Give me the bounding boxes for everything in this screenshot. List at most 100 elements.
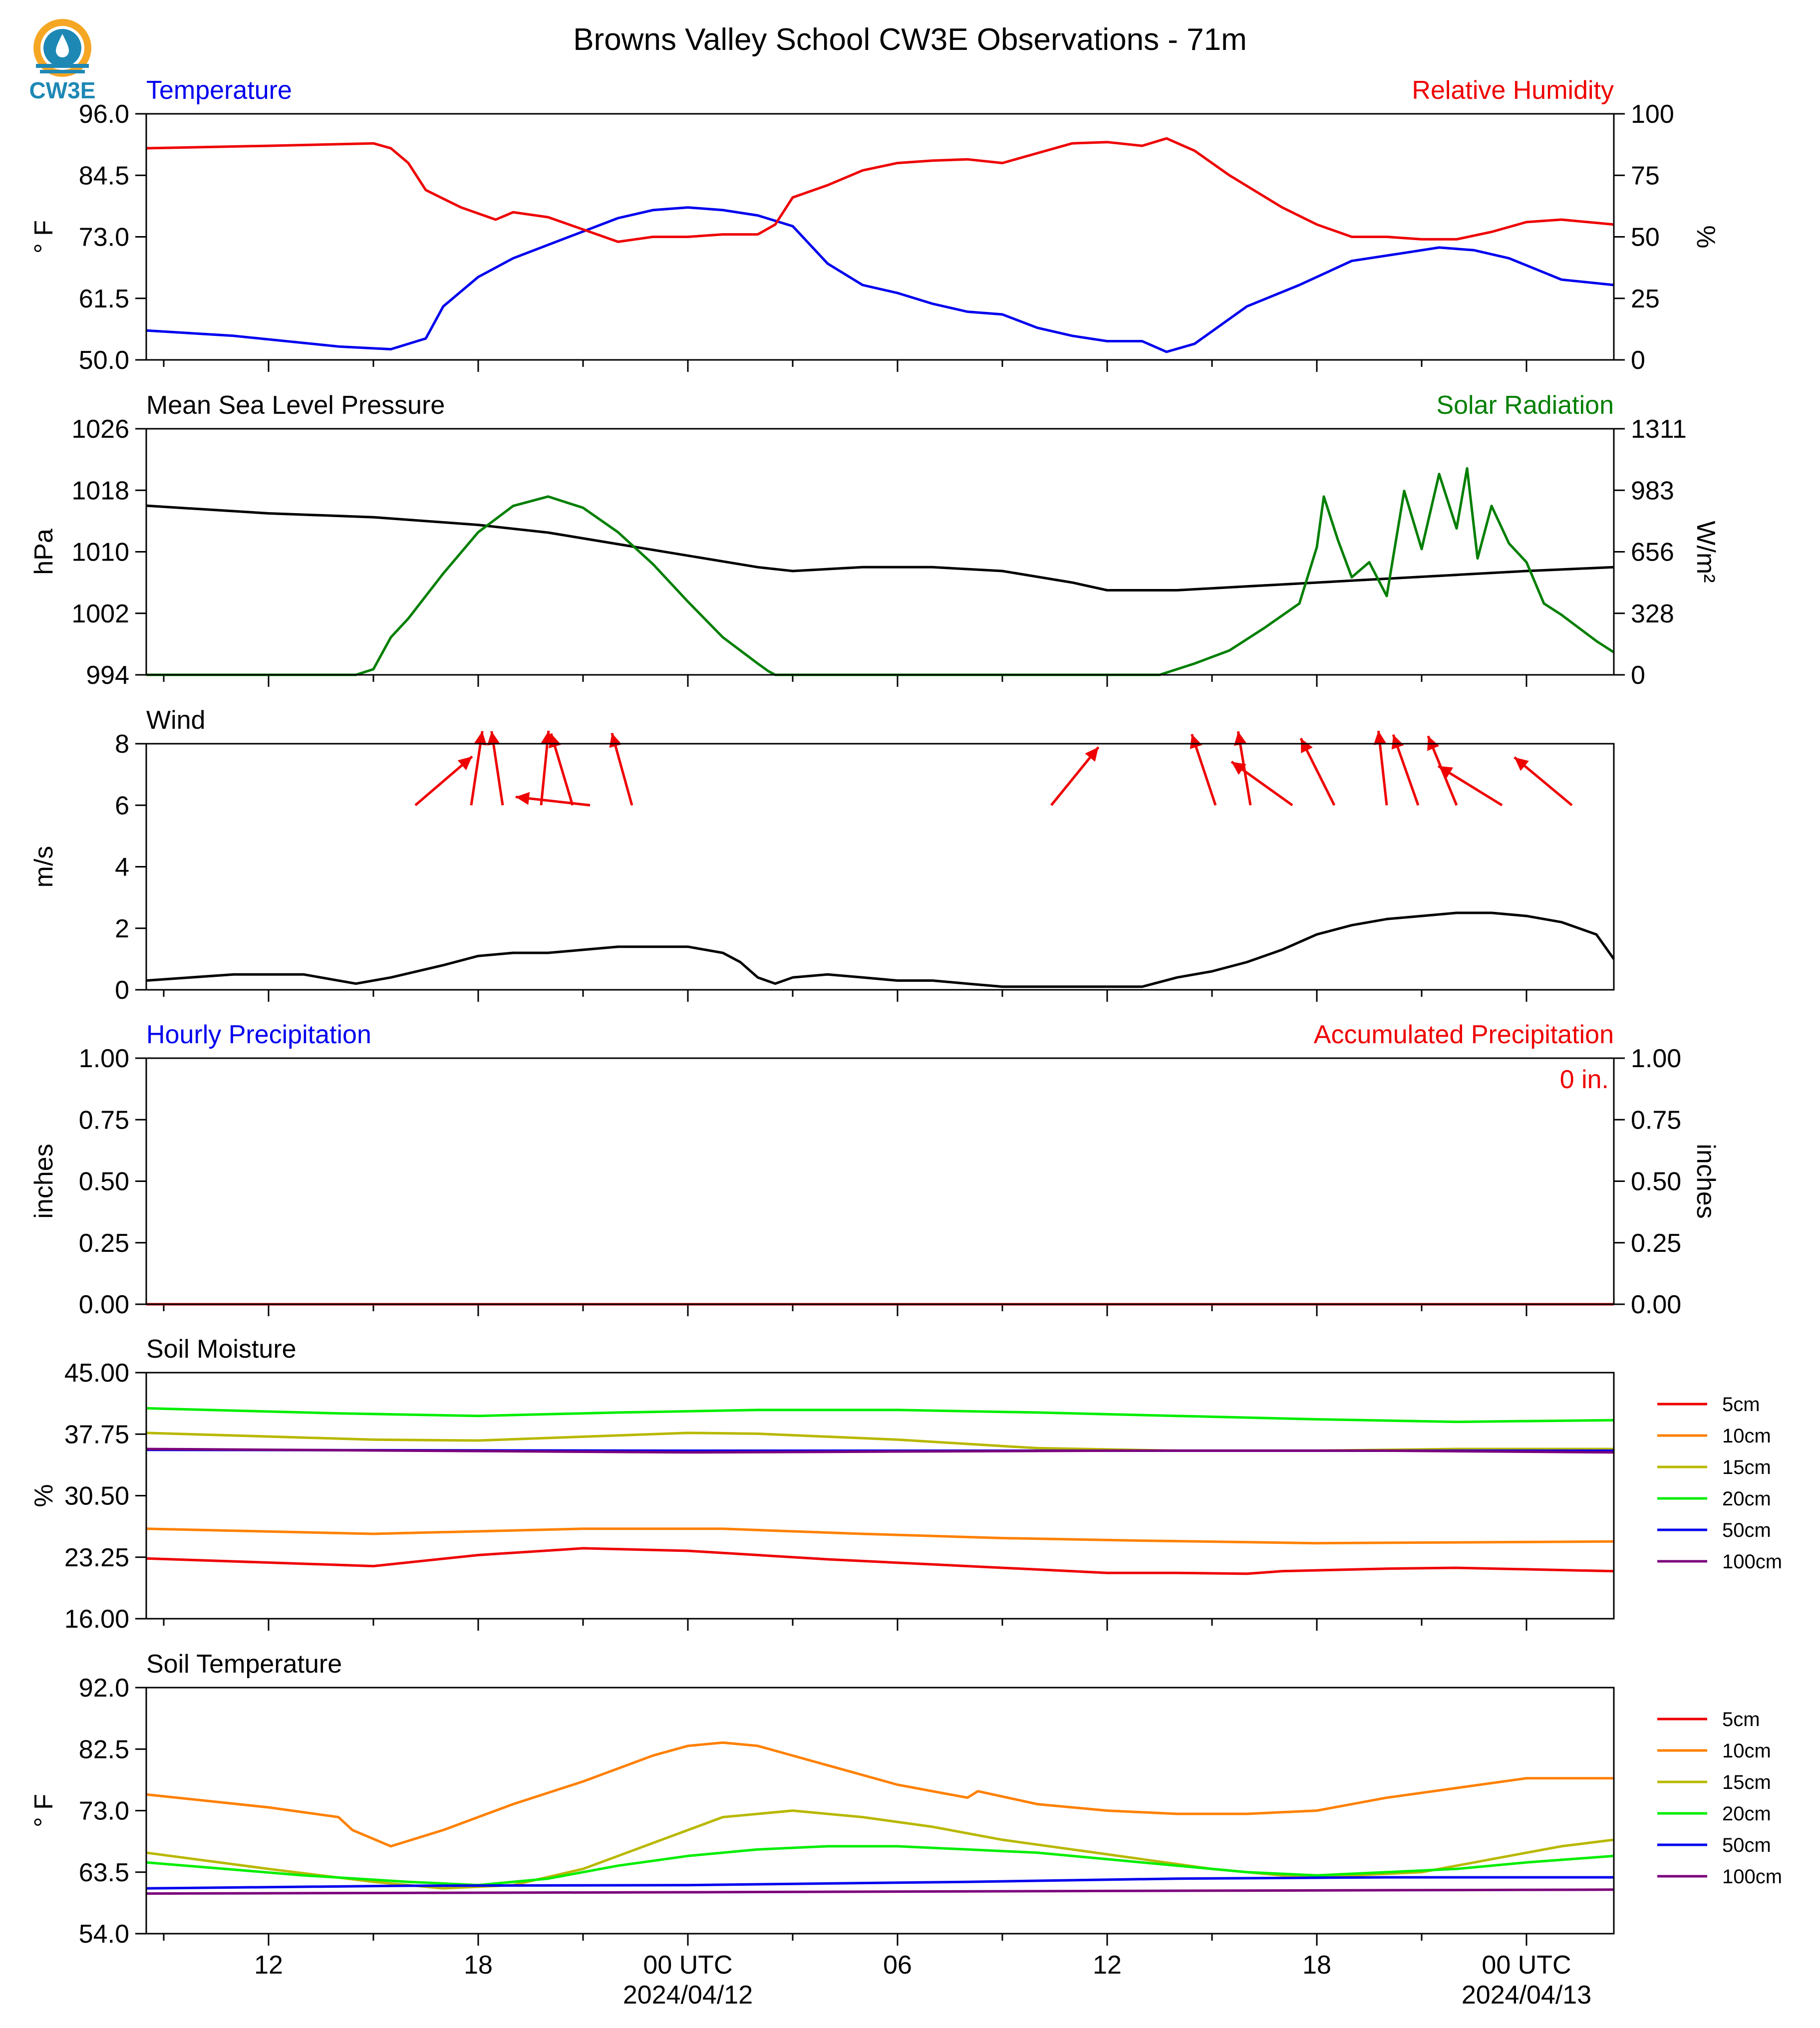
series-5cm <box>146 1547 1614 1575</box>
y-tick-label-left: 0 <box>115 976 129 1005</box>
x-tick-label: 06 <box>883 1951 912 1980</box>
legend-label: 50cm <box>1722 1519 1771 1541</box>
y-tick-label-right: 983 <box>1631 476 1674 505</box>
y-tick-label-right: 50 <box>1631 223 1660 252</box>
y-tick-label-left: 1.00 <box>79 1044 129 1073</box>
x-tick-label: 12 <box>1093 1951 1122 1980</box>
x-tick-label: 00 UTC <box>1482 1951 1571 1980</box>
y-tick-label-left: 23.25 <box>64 1543 129 1572</box>
panel-wind: Wind 0 2 4 6 8 m/s <box>29 706 1615 1005</box>
y-tick-label-left: 0.75 <box>79 1106 129 1135</box>
x-tick-label: 00 UTC <box>643 1951 732 1980</box>
accumulated-precip-total: 0 in. <box>1560 1065 1609 1094</box>
x-tick-label: 18 <box>1302 1951 1331 1980</box>
y-tick-label-left: 0.50 <box>79 1167 129 1196</box>
legend: 5cm 10cm 15cm 20cm 50cm 100cm <box>1657 1394 1782 1573</box>
panel-title-left: Soil Temperature <box>146 1650 342 1679</box>
logo-text: CW3E <box>29 77 96 103</box>
y-tick-label-left: 50.0 <box>79 346 129 375</box>
y-tick-label-left: 73.0 <box>79 1797 129 1826</box>
y-tick-label-left: 61.5 <box>79 285 129 313</box>
y-tick-label-right: 328 <box>1631 599 1674 628</box>
panel-temp_rh: Temperature Relative Humidity 50.0 61.5 73.0… <box>29 76 1720 375</box>
y-tick-label-right: 0 <box>1631 346 1645 375</box>
y-tick-label-left: 0.25 <box>79 1229 129 1258</box>
legend-label: 15cm <box>1722 1771 1771 1793</box>
y-axis-label-left: hPa <box>29 529 58 575</box>
series-solar-radiation <box>146 467 1615 676</box>
legend-label: 20cm <box>1722 1488 1771 1510</box>
y-axis-label-right: W/m² <box>1691 521 1720 582</box>
legend-label: 10cm <box>1722 1425 1771 1447</box>
legend-label: 100cm <box>1722 1551 1782 1573</box>
panel-soil_temp: Soil Temperature 54.0 63.5 73.0 82.5 92.0 ° F 5… <box>29 1650 1782 1949</box>
series-10cm <box>146 1527 1614 1545</box>
wind-arrow-head <box>1190 734 1203 749</box>
y-tick-label-left: 96.0 <box>79 100 129 129</box>
legend-label: 5cm <box>1722 1394 1760 1416</box>
y-tick-label-left: 54.0 <box>79 1920 129 1949</box>
x-tick-label: 18 <box>464 1951 493 1980</box>
y-axis-label-left: % <box>29 1484 58 1507</box>
series-20cm <box>146 1845 1614 1887</box>
y-tick-label-left: 4 <box>115 853 129 882</box>
wind-arrow-head <box>1231 762 1246 775</box>
series-100cm <box>146 1448 1614 1454</box>
y-tick-label-left: 73.0 <box>79 223 129 252</box>
panel-title-right: Accumulated Precipitation <box>1314 1020 1614 1049</box>
y-tick-label-left: 63.5 <box>79 1858 129 1887</box>
panel-title-right: Relative Humidity <box>1412 76 1614 105</box>
panel-title-left: Temperature <box>146 76 292 105</box>
plot-frame <box>145 428 1615 676</box>
y-tick-label-left: 1010 <box>71 538 129 567</box>
series-100cm <box>146 1888 1614 1895</box>
y-tick-label-left: 2 <box>115 914 129 943</box>
y-axis-label-right: inches <box>1691 1144 1720 1218</box>
wind-speed-line <box>146 911 1615 988</box>
panel-title-left: Hourly Precipitation <box>146 1020 371 1049</box>
wind-arrow-head <box>1233 731 1247 746</box>
y-tick-label-right: 1311 <box>1631 415 1687 444</box>
y-tick-label-left: 30.50 <box>64 1482 129 1511</box>
y-tick-label-right: 25 <box>1631 285 1660 313</box>
plot-frame <box>145 1372 1615 1620</box>
y-tick-label-left: 1026 <box>71 415 129 444</box>
series-15cm <box>146 1809 1614 1890</box>
series-10cm <box>146 1741 1614 1848</box>
y-tick-label-left: 92.0 <box>79 1674 129 1703</box>
x-tick-label: 2024/04/13 <box>1462 1981 1591 2010</box>
plot-frame <box>145 113 1615 361</box>
y-tick-label-left: 994 <box>86 661 129 690</box>
wind-arrow-head <box>487 731 500 746</box>
legend: 5cm 10cm 15cm 20cm 50cm 100cm <box>1657 1709 1782 1888</box>
series-50cm <box>146 1876 1614 1890</box>
y-tick-label-left: 16.00 <box>64 1605 129 1634</box>
wind-arrow-head <box>1391 734 1404 750</box>
x-tick-label: 2024/04/12 <box>623 1981 753 2010</box>
y-tick-label-right: 0 <box>1631 661 1645 690</box>
wind-arrow-head <box>457 756 472 771</box>
y-axis-label-left: inches <box>29 1144 58 1218</box>
y-axis-label-left: ° F <box>29 1794 58 1827</box>
y-tick-label-left: 8 <box>115 730 129 759</box>
y-tick-label-left: 82.5 <box>79 1735 129 1764</box>
wind-arrow-head <box>515 792 530 805</box>
y-tick-label-right: 0.00 <box>1631 1290 1681 1319</box>
y-tick-label-left: 0.00 <box>79 1290 129 1319</box>
wind-arrow-head <box>609 733 622 748</box>
plot-frame <box>145 743 1615 991</box>
wind-arrow-head <box>1438 766 1454 779</box>
legend-label: 10cm <box>1722 1740 1771 1762</box>
y-axis-label-right: % <box>1691 225 1720 248</box>
panel-title-left: Soil Moisture <box>146 1335 297 1364</box>
panel-pres_solar: Mean Sea Level Pressure Solar Radiation 99… <box>29 391 1720 690</box>
wind-arrow-head <box>1300 738 1313 754</box>
wind-arrow-head <box>1085 747 1099 762</box>
panel-precip: Hourly Precipitation Accumulated Precipit… <box>29 1020 1720 1319</box>
y-tick-label-left: 1002 <box>71 599 129 628</box>
panel-title-left: Mean Sea Level Pressure <box>146 391 445 420</box>
logo-graphic <box>33 19 91 77</box>
y-tick-label-right: 1.00 <box>1631 1044 1681 1073</box>
panel-soil_moist: Soil Moisture 16.00 23.25 30.50 37.75 45.00% 5… <box>29 1335 1782 1634</box>
